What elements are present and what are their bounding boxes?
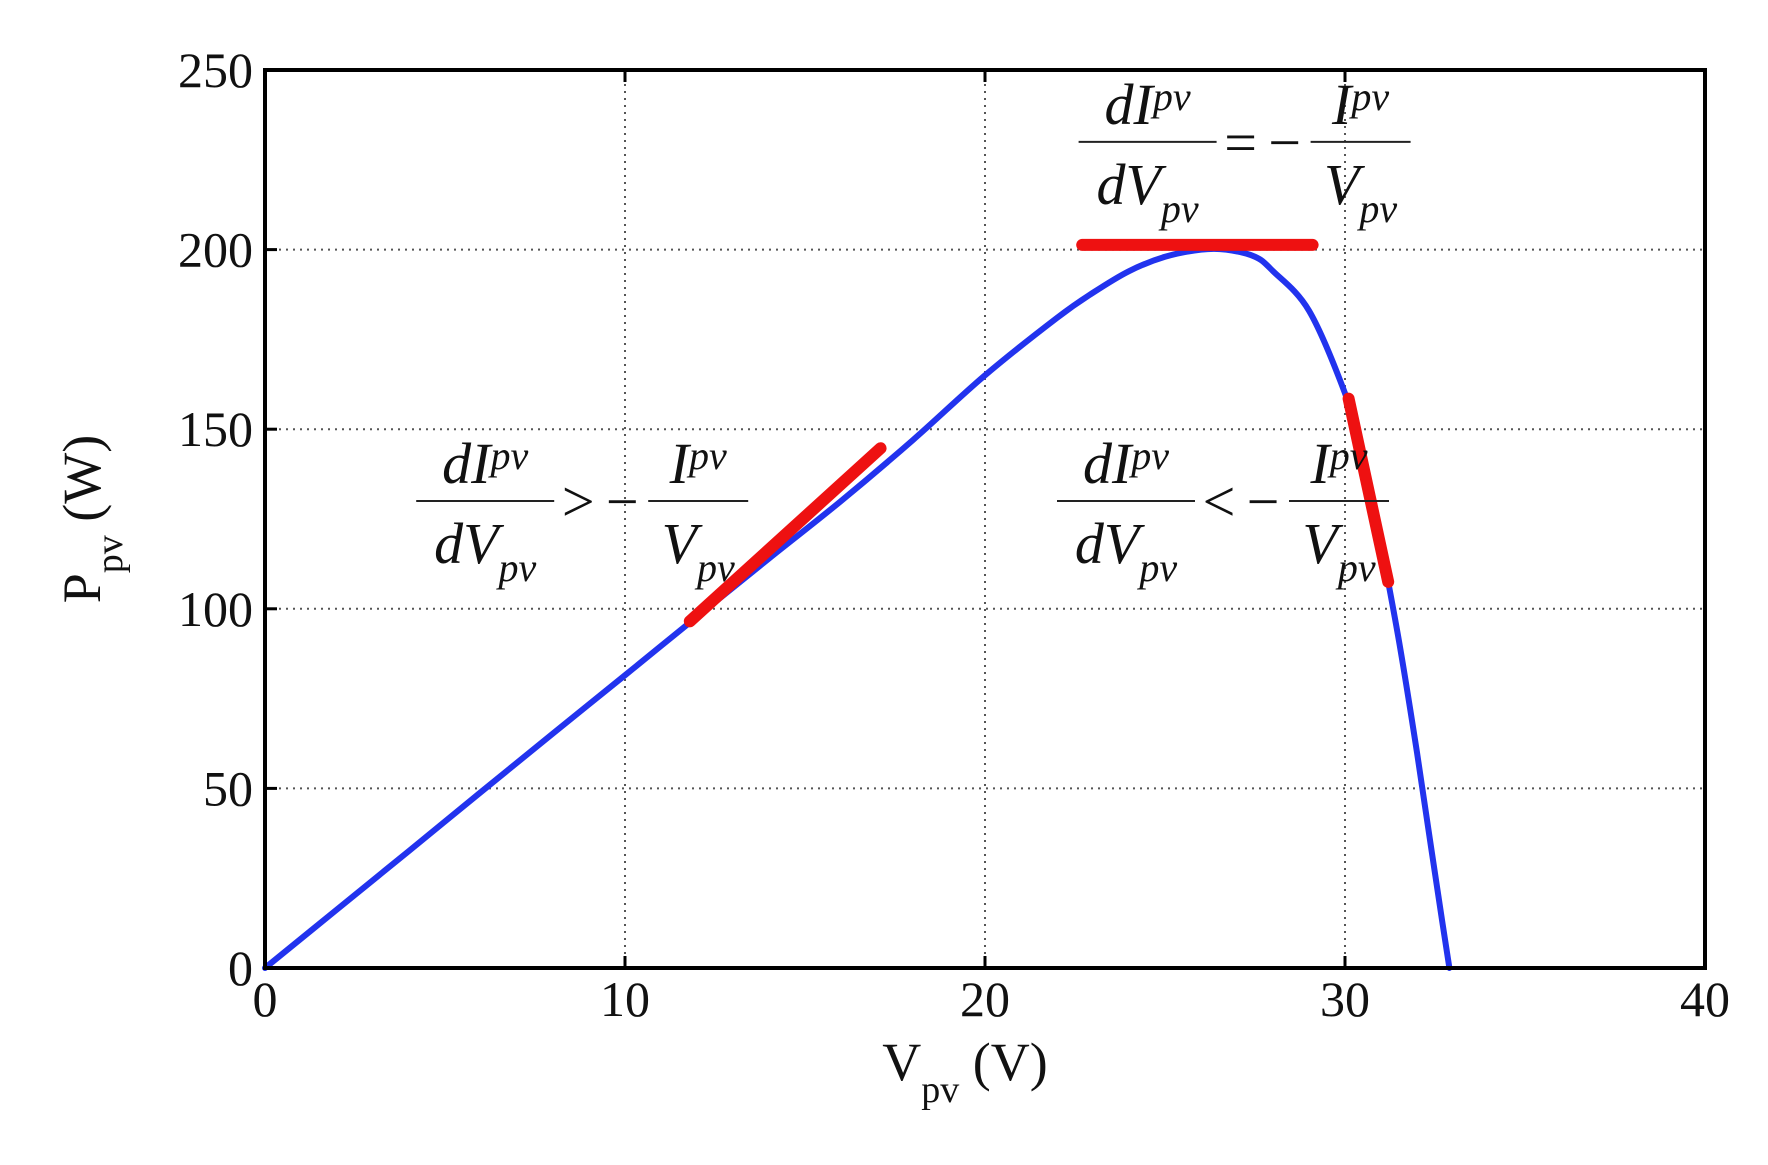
axis-ticks: 0 10 20 30 40 0 50 100 150 200 250: [178, 42, 1730, 1027]
y-axis-label: Ppv (W): [52, 435, 131, 603]
y-axis-label-group: Ppv (W): [52, 435, 131, 603]
fraction-numerator: dIpv: [1105, 72, 1191, 137]
tangent-markers: [683, 238, 1395, 628]
tangent-marker: [683, 442, 887, 628]
fraction-numerator: Ipv: [1309, 431, 1367, 496]
axis-labels: Vpv (V) Ppv (W): [52, 435, 1048, 1111]
x-tick-label: 10: [600, 971, 650, 1027]
x-tick-label: 40: [1680, 971, 1730, 1027]
fraction-numerator: Ipv: [669, 431, 727, 496]
fraction-denominator: dVpv: [434, 511, 536, 590]
minus-sign: −: [1268, 110, 1301, 175]
fraction-denominator: Vpv: [1302, 511, 1375, 590]
x-tick-label: 30: [1320, 971, 1370, 1027]
y-tick-label: 50: [203, 760, 253, 816]
comparison-operator: =: [1224, 110, 1257, 175]
fraction-denominator: dVpv: [1075, 511, 1177, 590]
series: [262, 245, 1453, 971]
fraction-denominator: Vpv: [1324, 152, 1397, 231]
condition-annotation: dIpv dVpv > −Ipv Vpv: [416, 431, 749, 590]
fraction-numerator: dIpv: [442, 431, 528, 496]
comparison-operator: <: [1203, 469, 1236, 534]
y-tick-label: 200: [178, 222, 253, 278]
fraction-denominator: dVpv: [1096, 152, 1198, 231]
y-tick-label: 0: [228, 940, 253, 996]
y-tick-label: 100: [178, 581, 253, 637]
fraction-numerator: dIpv: [1083, 431, 1169, 496]
fraction-numerator: Ipv: [1331, 72, 1389, 137]
pv-power-curve: [262, 245, 1453, 971]
minus-sign: −: [606, 469, 639, 534]
tangent-marker: [1342, 392, 1395, 588]
y-tick-label: 250: [178, 42, 253, 98]
fraction-denominator: Vpv: [662, 511, 735, 590]
grid: [265, 70, 1705, 968]
y-tick-label: 150: [178, 401, 253, 457]
comparison-operator: >: [562, 469, 595, 534]
plot-frame: [263, 68, 1707, 970]
x-tick-label: 20: [960, 971, 1010, 1027]
condition-annotation: dIpv dVpv = −Ipv Vpv: [1078, 72, 1411, 231]
condition-annotation: dIpv dVpv < −Ipv Vpv: [1057, 431, 1389, 590]
minus-sign: −: [1247, 469, 1280, 534]
plot-border: [263, 68, 1707, 970]
x-tick-label: 0: [253, 971, 278, 1027]
x-axis-label: Vpv (V): [882, 1032, 1047, 1111]
